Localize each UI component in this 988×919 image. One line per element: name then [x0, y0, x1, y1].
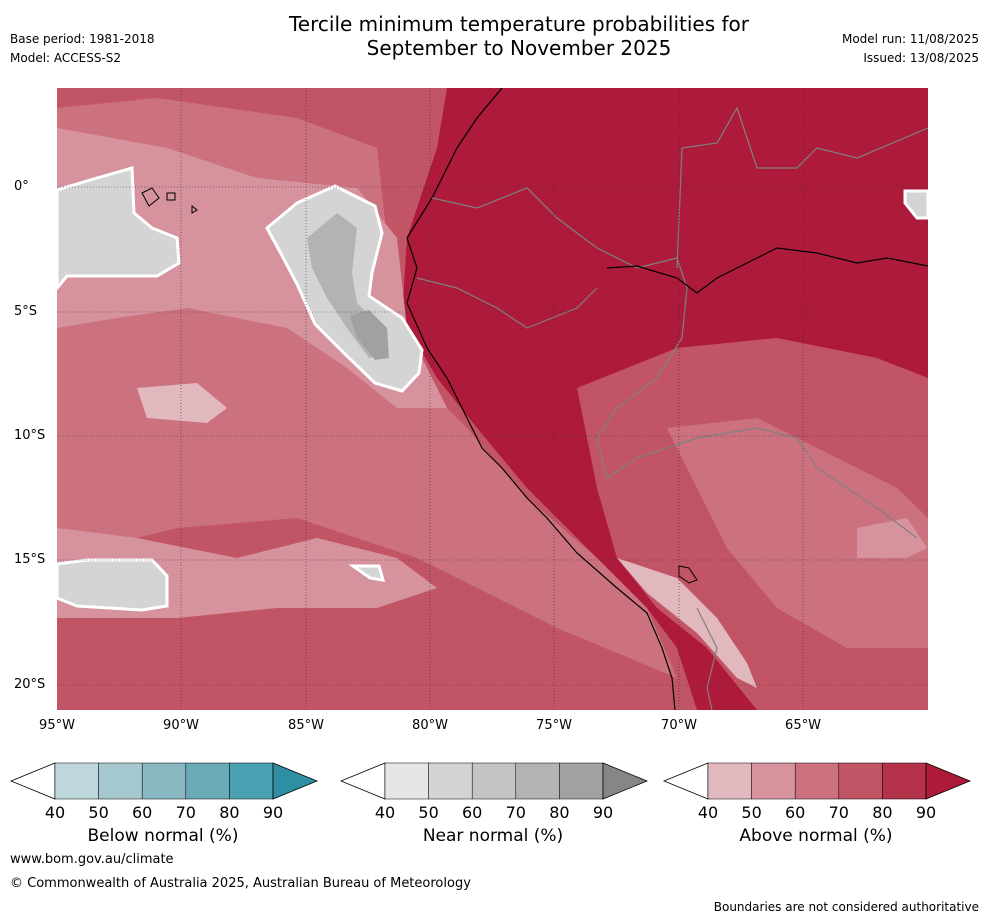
amazon-river: [606, 247, 929, 294]
colorbar-2-segment-3: [838, 762, 883, 800]
near-normal-area-4: [348, 564, 386, 582]
colorbar-0-tick-50: 50: [88, 803, 109, 822]
lat-label-0: 0°: [14, 179, 29, 194]
colorbar-1-tick-90: 90: [592, 803, 614, 822]
colorbar-0: [10, 762, 318, 800]
colorbar-2: [663, 762, 971, 800]
colorbar-2-tick-50: 50: [741, 803, 762, 822]
colorbar-1-tick-50: 50: [418, 803, 439, 822]
colorbar-2-lower-extend: [663, 762, 709, 800]
lat-label-15s: 15°S: [14, 552, 46, 567]
near-normal-area-5: [903, 189, 930, 220]
lon-label-70w: 70°W: [661, 718, 697, 733]
near-normal-area-1: [55, 166, 181, 293]
map-title: Tercile minimum temperature probabilitie…: [214, 12, 824, 60]
colorbar-2-tick-90: 90: [915, 803, 937, 822]
inland-region-60: [667, 418, 928, 648]
colorbar-2-segment-0: [707, 762, 752, 800]
colorbar-0-segment-3: [185, 762, 230, 800]
near-normal-area-3: [55, 558, 169, 612]
footer-copyright: © Commonwealth of Australia 2025, Austra…: [10, 876, 471, 891]
meta-left: Base period: 1981-2018 Model: ACCESS-S2: [10, 32, 155, 70]
lon-label-80w: 80°W: [412, 718, 448, 733]
colorbar-2-upper-extend: [925, 762, 971, 800]
colorbar-1-segment-0: [384, 762, 429, 800]
colorbar-0-segment-0: [54, 762, 99, 800]
colorbar-2-segment-1: [751, 762, 796, 800]
colorbar-1-segment-4: [559, 762, 604, 800]
title-line-2: September to November 2025: [366, 36, 672, 60]
colorbar-0-lower-extend: [10, 762, 56, 800]
ocean-region-40: [137, 383, 227, 423]
colorbar-0-label: Below normal (%): [87, 826, 239, 846]
map-svg: [55, 87, 930, 711]
lon-label-75w: 75°W: [536, 718, 572, 733]
colorbar-0-tick-70: 70: [175, 803, 196, 822]
lat-label-10s: 10°S: [14, 428, 46, 443]
model-run: Model run: 11/08/2025: [841, 32, 979, 46]
colorbar-2-segment-4: [882, 762, 927, 800]
colorbar-0-tick-80: 80: [219, 803, 240, 822]
colorbar-1: [340, 762, 648, 800]
colorbar-2-tick-60: 60: [785, 803, 806, 822]
country-borders: [416, 106, 929, 711]
lon-label-85w: 85°W: [288, 718, 324, 733]
colorbar-1-upper-extend: [602, 762, 648, 800]
lat-label-5s: 5°S: [14, 304, 38, 319]
model-name: Model: ACCESS-S2: [10, 51, 122, 65]
coastline: [406, 87, 676, 711]
footer-url: www.bom.gov.au/climate: [10, 852, 174, 867]
lon-label-90w: 90°W: [163, 718, 199, 733]
footer-note: Boundaries are not considered authoritat…: [713, 900, 979, 914]
colorbar-2-tick-40: 40: [697, 803, 719, 822]
colorbar-1-lower-extend: [340, 762, 386, 800]
colorbar-0-tick-40: 40: [44, 803, 66, 822]
base-period: Base period: 1981-2018: [10, 32, 155, 46]
meta-right: Model run: 11/08/2025 Issued: 13/08/2025: [842, 32, 979, 70]
colorbar-1-tick-70: 70: [505, 803, 526, 822]
colorbar-1-segment-2: [471, 762, 517, 800]
altiplano-40: [617, 558, 757, 688]
colorbar-1-tick-40: 40: [374, 803, 396, 822]
colorbar-2-tick-80: 80: [872, 803, 893, 822]
near-normal-area-2-peak: [350, 310, 389, 360]
colorbar-0-upper-extend: [272, 762, 318, 800]
colorbar-2-label: Above normal (%): [739, 826, 893, 846]
colorbar-0-segment-2: [141, 762, 187, 800]
graticule: [57, 88, 928, 710]
colorbar-1-tick-80: 80: [549, 803, 570, 822]
colorbar-1-segment-3: [515, 762, 560, 800]
issued-date: Issued: 13/08/2025: [863, 51, 979, 65]
colorbar-2-segment-2: [794, 762, 840, 800]
colorbar-1-tick-60: 60: [462, 803, 483, 822]
inland-region-50: [857, 518, 927, 558]
lon-label-65w: 65°W: [785, 718, 821, 733]
colorbar-0-segment-4: [229, 762, 274, 800]
colorbar-0-tick-60: 60: [132, 803, 153, 822]
colorbar-0-segment-1: [98, 762, 143, 800]
colorbar-1-segment-1: [428, 762, 473, 800]
colorbar-0-tick-90: 90: [262, 803, 284, 822]
title-line-1: Tercile minimum temperature probabilitie…: [288, 12, 750, 36]
lon-label-95w: 95°W: [39, 718, 75, 733]
galapagos-islands: [141, 187, 198, 214]
probability-map: [55, 87, 930, 711]
colorbar-2-tick-70: 70: [828, 803, 849, 822]
lat-label-20s: 20°S: [14, 677, 46, 692]
colorbar-1-label: Near normal (%): [422, 826, 564, 846]
